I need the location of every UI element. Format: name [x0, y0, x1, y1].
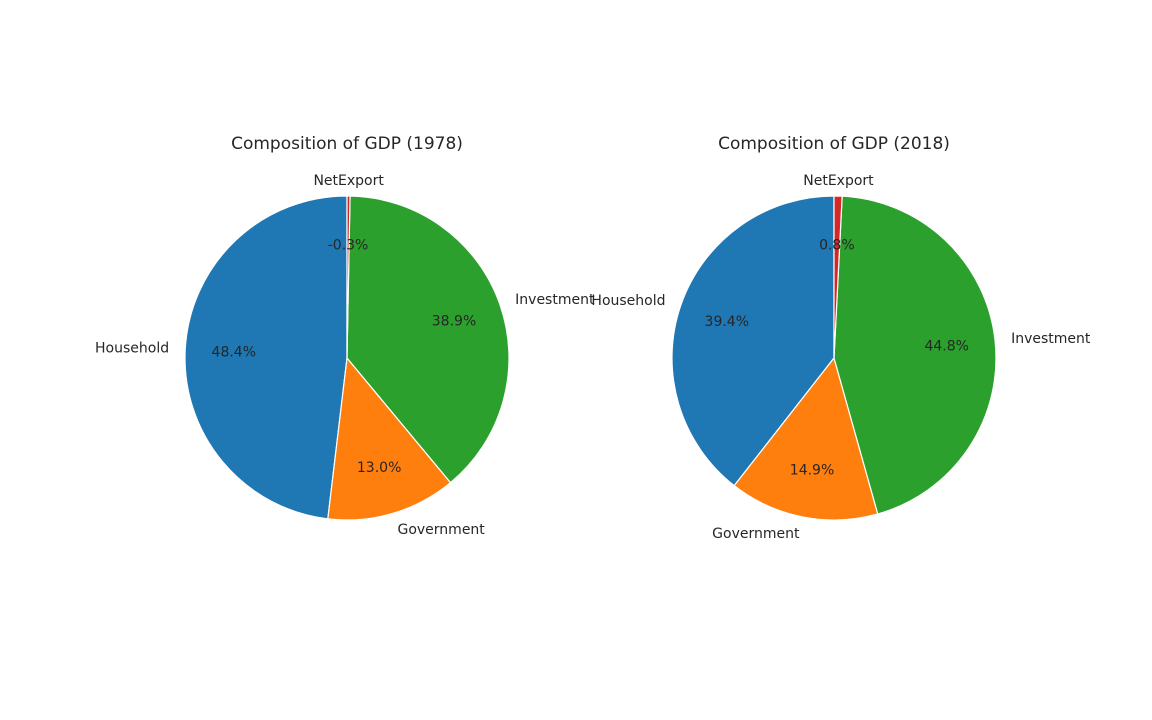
percent-label: 39.4% — [705, 314, 749, 330]
slice-label: NetExport — [803, 173, 874, 189]
percent-label: 38.9% — [432, 313, 476, 329]
slice-label: Government — [397, 522, 485, 538]
pie-slice-household — [184, 195, 348, 520]
slice-label: Government — [712, 526, 800, 542]
pie-slice-netexport — [833, 195, 843, 359]
pie-slice-netexport — [346, 195, 351, 359]
chart-title: Composition of GDP (1978) — [231, 134, 463, 154]
chart-title: Composition of GDP (2018) — [718, 134, 950, 154]
slice-label: Household — [95, 340, 169, 356]
percent-label: 13.0% — [357, 460, 401, 476]
percent-label: 48.4% — [212, 344, 256, 360]
percent-label: 44.8% — [924, 338, 968, 354]
percent-label: 0.8% — [819, 238, 855, 254]
percent-label: 14.9% — [790, 462, 834, 478]
slice-label: NetExport — [313, 173, 384, 189]
percent-label: -0.3% — [328, 238, 369, 254]
pie-slice-investment — [833, 195, 997, 515]
pie-slice-investment — [346, 195, 510, 484]
slice-label: Household — [591, 293, 665, 309]
pie-chart-1978: Composition of GDP (1978) 48.4% Household… — [95, 134, 595, 538]
pie-chart-2018: Composition of GDP (2018) 39.4% Household… — [591, 134, 1090, 542]
slice-label: Investment — [515, 292, 595, 308]
pie-slice-government — [327, 356, 452, 521]
pie-slice-government — [733, 356, 879, 521]
pie-slice-household — [671, 195, 835, 487]
slice-label: Investment — [1011, 331, 1091, 347]
